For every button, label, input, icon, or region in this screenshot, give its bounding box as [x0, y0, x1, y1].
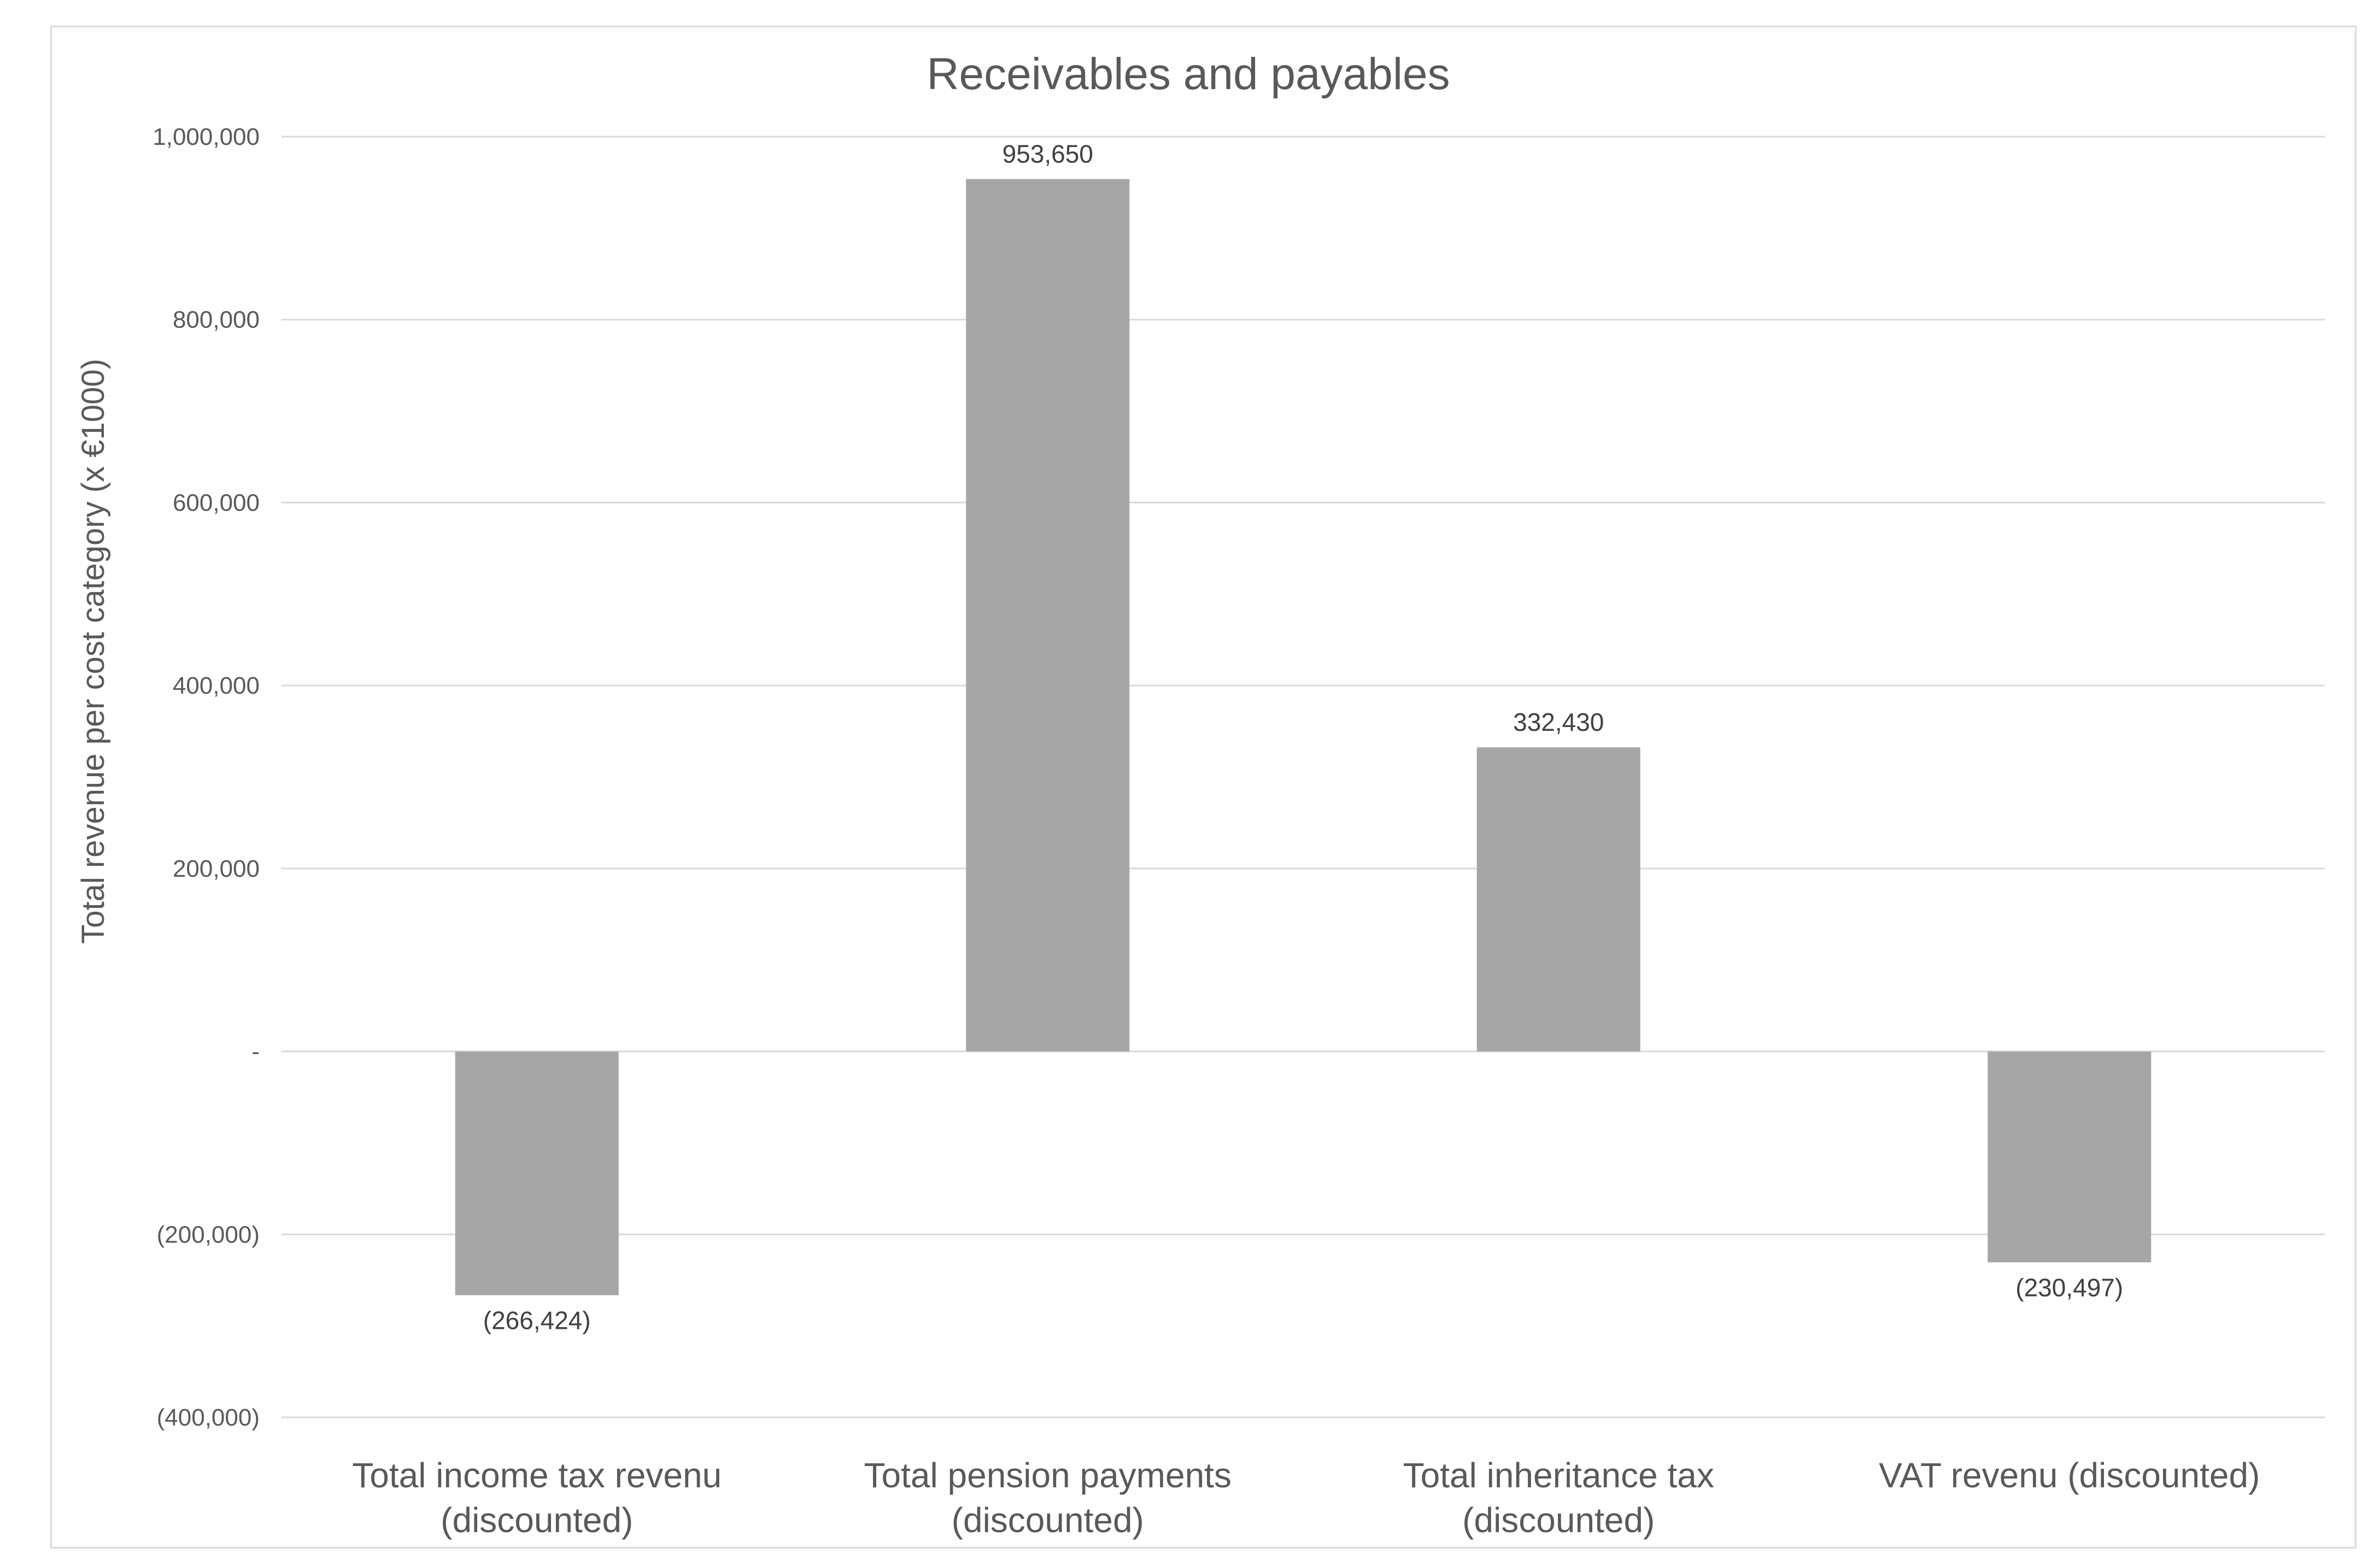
category-label: Total income tax revenu [352, 1456, 722, 1495]
y-tick-label: 400,000 [173, 672, 260, 699]
data-label: (266,424) [483, 1306, 591, 1334]
chart-frame: Receivables and payables Total revenue p… [50, 26, 2356, 1549]
bar [966, 179, 1130, 1052]
bar [1476, 747, 1640, 1052]
bar [1988, 1051, 2152, 1263]
y-tick-label: 1,000,000 [153, 124, 260, 150]
category-label: Total inheritance tax [1403, 1456, 1714, 1495]
y-axis-ticks: (400,000) (200,000) - 200,000 400,000 600,000… [153, 124, 260, 1431]
data-labels: (266,424) 953,650 332,430 (230,497) [483, 140, 2123, 1335]
y-tick-label: (200,000) [157, 1221, 260, 1248]
y-tick-label: 800,000 [173, 307, 260, 333]
y-tick-label: - [251, 1039, 260, 1065]
y-axis-title: Total revenue per cost category (x €1000… [75, 359, 111, 943]
category-label: (discounted) [952, 1500, 1144, 1540]
category-label: (discounted) [1462, 1500, 1655, 1540]
y-tick-label: 600,000 [173, 489, 260, 516]
data-label: 332,430 [1513, 708, 1604, 736]
category-label: (discounted) [441, 1500, 633, 1540]
data-label: 953,650 [1003, 140, 1093, 168]
bar-chart: Receivables and payables Total revenue p… [75, 49, 2325, 1540]
data-label: (230,497) [2015, 1273, 2123, 1301]
y-tick-label: 200,000 [173, 855, 260, 882]
category-label: Total pension payments [864, 1456, 1232, 1495]
x-axis-categories: Total income tax revenu (discounted) Total… [352, 1456, 2260, 1540]
y-tick-label: (400,000) [157, 1404, 260, 1431]
gridlines [282, 136, 2325, 1418]
bar [455, 1051, 619, 1295]
bars [455, 179, 2152, 1295]
category-label: VAT revenu (discounted) [1879, 1456, 2260, 1495]
chart-title: Receivables and payables [927, 49, 1450, 99]
